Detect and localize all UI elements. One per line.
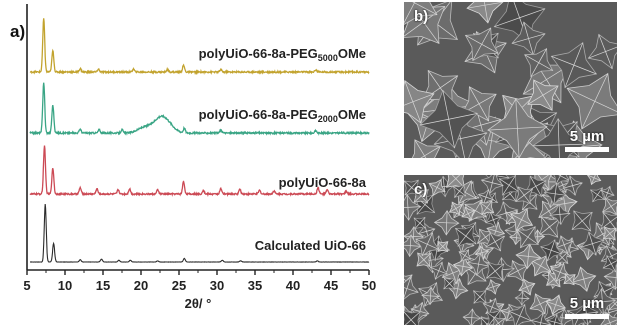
series-label: Calculated UiO-66 [255, 238, 366, 253]
x-tick-label: 20 [134, 278, 148, 293]
x-tick-label: 45 [324, 278, 338, 293]
series-label: polyUiO-66-8a-PEG2000OMe [199, 107, 366, 124]
series-line [29, 82, 370, 136]
x-tick-label: 30 [210, 278, 224, 293]
panel-label-a: a) [10, 22, 25, 41]
sem-image-b: b) 5 µm [404, 2, 617, 158]
x-tick-label: 35 [248, 278, 262, 293]
x-tick-label: 50 [362, 278, 376, 293]
series-label: polyUiO-66-8a-PEG5000OMe [199, 46, 366, 63]
sem-texture-c [404, 175, 617, 325]
series-line [29, 145, 370, 198]
series-line [29, 18, 370, 76]
x-axis-label: 2θ/ ° [185, 296, 212, 311]
x-tick-label: 25 [172, 278, 186, 293]
scale-bar-line-b [565, 147, 609, 152]
sem-image-c: c) 5 µm [404, 175, 617, 325]
series-label: polyUiO-66-8a [279, 175, 367, 190]
scale-label-b: 5 µm [569, 128, 605, 145]
scale-bar-b: 5 µm [565, 129, 609, 152]
scale-label-c: 5 µm [569, 295, 605, 312]
x-tick-label: 5 [23, 278, 30, 293]
panel-label-c: c) [414, 181, 428, 198]
x-tick-label: 10 [58, 278, 72, 293]
series-line [30, 203, 370, 263]
x-tick-label: 40 [286, 278, 300, 293]
panel-label-b: b) [414, 8, 429, 25]
scale-bar-c: 5 µm [565, 296, 609, 319]
scale-bar-line-c [565, 314, 609, 319]
x-tick-label: 15 [96, 278, 110, 293]
